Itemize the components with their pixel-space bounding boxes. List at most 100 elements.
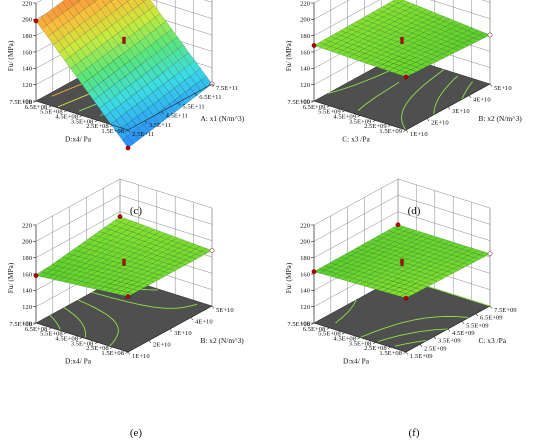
design-point xyxy=(33,18,39,24)
floor-contour-line xyxy=(359,316,470,338)
y-tick-label: 2.5E+08 xyxy=(86,345,109,352)
x-axis-title: B: x2 (N/m^3) xyxy=(200,336,244,345)
x-tick-label: 4.5E+09 xyxy=(452,330,475,337)
z-axis-title: Fu/ (MPa) xyxy=(6,262,15,293)
y-tick xyxy=(403,351,407,354)
z-tick-label: 100 xyxy=(300,320,311,327)
z-tick-label: 200 xyxy=(22,17,33,24)
floor-contour-line xyxy=(327,66,398,94)
x-tick-label: 4E+10 xyxy=(195,319,213,326)
z-tick-label: 200 xyxy=(22,239,33,246)
x-tick-label: 2.5E+09 xyxy=(424,345,447,352)
y-tick-label: 2.5E+08 xyxy=(364,345,387,352)
y-tick xyxy=(311,322,315,325)
y-tick-label: 7.5E+09 xyxy=(287,99,310,106)
x-tick-label: 3E+10 xyxy=(174,330,192,337)
z-tick-label: 160 xyxy=(300,49,311,56)
y-axis-title: D:x4/ Pa xyxy=(65,135,92,144)
design-point xyxy=(117,214,123,219)
floor-contour-line xyxy=(49,314,61,330)
panel-label: (e) xyxy=(130,427,143,439)
response-surface xyxy=(313,224,491,299)
z-tick-label: 220 xyxy=(22,222,33,229)
surface-panel-2: 100 120 140 160 180 200 220 Fu/ (MPa) 1E+102E+10… xyxy=(284,0,522,217)
floor-contour-line xyxy=(377,328,449,342)
z-axis-title: Fu/ (MPa) xyxy=(284,40,293,71)
y-tick xyxy=(79,115,83,118)
y-tick xyxy=(48,105,52,108)
wall-gridline xyxy=(313,178,491,226)
design-point xyxy=(403,74,409,80)
surface-panel-3: 100 120 140 160 180 200 220 Fu/ (MPa) 1E+102E+10… xyxy=(6,178,244,439)
y-tick xyxy=(79,337,83,340)
x-tick xyxy=(144,120,148,124)
z-tick-label: 100 xyxy=(22,98,33,105)
z-tick-label: 160 xyxy=(22,49,33,56)
floor-contour-line xyxy=(394,340,428,347)
x-tick xyxy=(161,111,164,115)
design-point xyxy=(125,145,131,151)
y-tick-label: 5.5E+08 xyxy=(40,109,63,116)
y-tick-label: 2.5E+09 xyxy=(364,123,387,130)
y-axis-title: C: x3 /Pa xyxy=(342,135,370,144)
x-tick xyxy=(426,118,430,122)
x-tick xyxy=(433,336,437,340)
center-point xyxy=(122,258,126,266)
z-axis-title: Fu/ (MPa) xyxy=(6,40,15,71)
design-point xyxy=(403,295,409,301)
x-tick xyxy=(194,93,198,96)
z-tick-label: 220 xyxy=(300,0,311,7)
y-tick-label: 6.5E+09 xyxy=(303,104,326,111)
y-tick xyxy=(125,129,129,132)
design-point xyxy=(487,32,493,38)
y-tick-label: 4.5E+08 xyxy=(55,114,78,121)
y-tick-label: 4.5E+08 xyxy=(55,336,78,343)
z-tick-label: 120 xyxy=(22,304,33,311)
x-tick-label: 5E+10 xyxy=(494,85,512,92)
y-tick xyxy=(64,332,67,335)
y-tick xyxy=(94,120,98,123)
x-tick xyxy=(405,351,409,355)
x-axis-title: A: x1 (N/m^3) xyxy=(200,114,244,123)
design-point xyxy=(33,273,39,278)
y-tick-label: 7.5E+08 xyxy=(9,99,32,106)
x-tick xyxy=(461,321,465,325)
x-tick-label: 3.5E+09 xyxy=(438,338,461,345)
y-tick-label: 4.5E+09 xyxy=(333,114,356,121)
y-tick xyxy=(372,342,376,345)
x-tick xyxy=(405,129,409,133)
y-tick xyxy=(110,124,113,127)
y-tick xyxy=(403,129,407,132)
surface-cell xyxy=(93,0,98,2)
floor-contour-line xyxy=(91,291,198,309)
x-tick xyxy=(468,95,472,99)
y-axis-title: D:x4/ Pa xyxy=(65,357,92,366)
floor-contour-line xyxy=(357,81,400,111)
y-tick xyxy=(33,100,37,103)
surface-cell xyxy=(77,0,81,2)
y-tick xyxy=(388,346,391,349)
design-point xyxy=(209,248,215,253)
z-tick-label: 180 xyxy=(22,33,33,40)
z-tick-label: 140 xyxy=(22,66,33,73)
y-tick xyxy=(357,337,361,340)
z-tick-label: 220 xyxy=(300,222,311,229)
y-tick-label: 1.5E+08 xyxy=(379,350,402,357)
x-tick xyxy=(489,83,493,87)
x-tick-label: 6.5E+11 xyxy=(199,94,221,101)
y-tick xyxy=(64,110,67,113)
z-tick-label: 120 xyxy=(300,82,311,89)
y-tick-label: 7.5E+08 xyxy=(287,321,310,328)
x-tick-label: 5E+10 xyxy=(216,307,234,314)
y-tick-label: 3.5E+08 xyxy=(71,340,94,347)
z-tick-label: 200 xyxy=(300,17,311,24)
x-tick-label: 4E+10 xyxy=(473,97,491,104)
y-tick-label: 1.5E+08 xyxy=(101,128,124,135)
z-tick-label: 120 xyxy=(300,304,311,311)
y-tick xyxy=(33,322,37,325)
x-tick-label: 3.5E+11 xyxy=(149,122,171,129)
y-tick xyxy=(326,327,330,330)
z-tick-label: 140 xyxy=(22,288,33,295)
